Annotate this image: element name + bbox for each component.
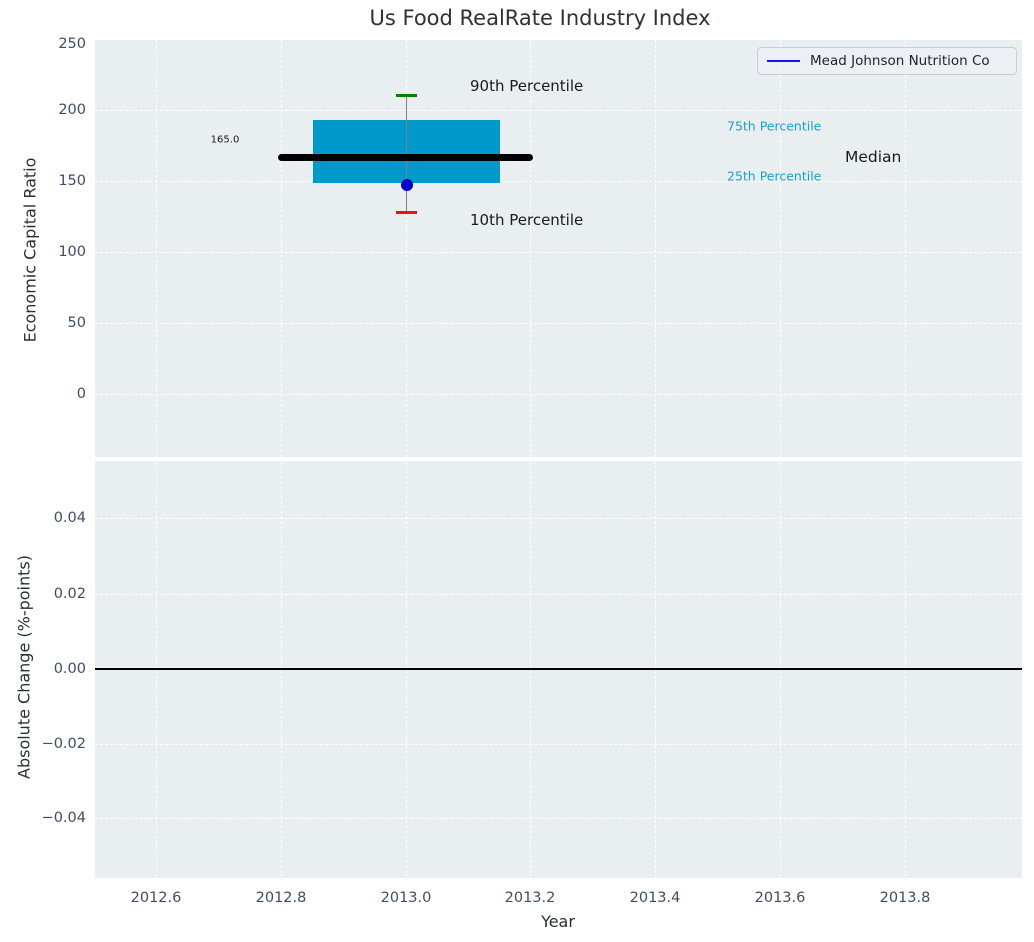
gridline-vertical bbox=[281, 40, 282, 457]
gridline-horizontal bbox=[95, 110, 1022, 111]
ytick-top: 100 bbox=[58, 244, 86, 260]
median-value-annotation: 165.0 bbox=[210, 134, 240, 146]
gridline-horizontal bbox=[95, 818, 1022, 819]
gridline-horizontal bbox=[95, 518, 1022, 519]
ytick-bottom: 0.00 bbox=[53, 661, 86, 677]
ytick-bottom: −0.04 bbox=[41, 810, 86, 826]
ytick-bottom: 0.04 bbox=[53, 510, 86, 526]
legend-label: Mead Johnson Nutrition Co bbox=[810, 53, 990, 69]
legend-line-icon bbox=[767, 59, 800, 63]
company-data-point bbox=[401, 179, 413, 191]
gridline-horizontal bbox=[95, 394, 1022, 395]
top-axes: 165.0 90th Percentile 10th Percentile 75… bbox=[95, 40, 1022, 457]
gridline-horizontal bbox=[95, 744, 1022, 745]
zero-baseline bbox=[95, 668, 1022, 670]
xtick: 2013.4 bbox=[629, 890, 681, 906]
legend: Mead Johnson Nutrition Co bbox=[757, 47, 1017, 75]
ytick-bottom: 0.02 bbox=[53, 586, 86, 602]
gridline-horizontal bbox=[95, 323, 1022, 324]
boxplot-cap-90th bbox=[396, 93, 417, 97]
gridline-horizontal bbox=[95, 181, 1022, 182]
bottom-axes bbox=[95, 461, 1022, 878]
gridline-vertical bbox=[156, 40, 157, 457]
gridline-vertical bbox=[530, 40, 531, 457]
gridline-horizontal bbox=[95, 252, 1022, 253]
gridline-horizontal bbox=[95, 594, 1022, 595]
xtick: 2013.2 bbox=[504, 890, 556, 906]
annotation-median: Median bbox=[845, 148, 902, 166]
gridline-vertical bbox=[780, 40, 781, 457]
top-y-axis-label: Economic Capital Ratio bbox=[20, 157, 40, 343]
gridline-vertical bbox=[406, 40, 407, 457]
annotation-90th-percentile: 90th Percentile bbox=[470, 77, 584, 95]
xtick: 2013.0 bbox=[380, 890, 432, 906]
annotation-25th-percentile: 25th Percentile bbox=[727, 168, 822, 184]
ytick-top: 0 bbox=[76, 386, 86, 402]
gridline-vertical bbox=[905, 40, 906, 457]
boxplot-cap-10th bbox=[396, 210, 417, 214]
xtick: 2012.6 bbox=[130, 890, 182, 906]
ytick-top: 250 bbox=[58, 36, 86, 52]
ytick-top: 50 bbox=[67, 315, 86, 331]
gridline-vertical bbox=[655, 40, 656, 457]
ytick-top: 200 bbox=[58, 102, 86, 118]
annotation-75th-percentile: 75th Percentile bbox=[727, 118, 822, 134]
xtick: 2012.8 bbox=[255, 890, 307, 906]
ytick-bottom: −0.02 bbox=[41, 736, 86, 752]
annotation-10th-percentile: 10th Percentile bbox=[470, 211, 584, 229]
boxplot-median-line bbox=[278, 153, 533, 161]
chart-title: Us Food RealRate Industry Index bbox=[369, 6, 711, 30]
xtick: 2013.6 bbox=[754, 890, 806, 906]
xtick: 2013.8 bbox=[879, 890, 931, 906]
x-axis-label: Year bbox=[541, 912, 575, 931]
ytick-top: 150 bbox=[58, 173, 86, 189]
bottom-y-axis-label: Absolute Change (%-points) bbox=[14, 555, 34, 779]
